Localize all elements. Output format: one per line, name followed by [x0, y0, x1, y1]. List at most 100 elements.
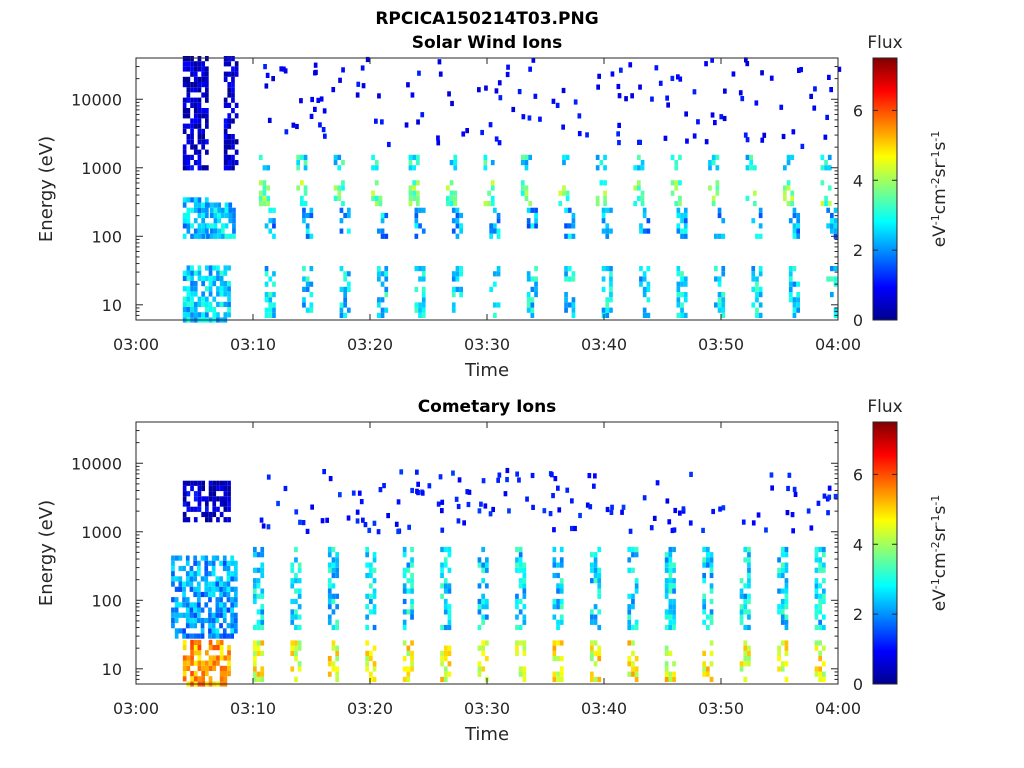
- flux-cell: [721, 292, 726, 298]
- flux-cell: [208, 275, 213, 281]
- flux-cell: [567, 302, 572, 308]
- flux-cell: [590, 645, 594, 651]
- flux-cell: [485, 557, 489, 563]
- flux-cell: [226, 586, 231, 592]
- flux-cell: [193, 66, 198, 72]
- flux-cell: [171, 576, 175, 582]
- flux-cell: [638, 84, 642, 90]
- flux-cell: [418, 266, 422, 272]
- flux-cell: [477, 671, 482, 677]
- flux-cell: [193, 218, 198, 224]
- flux-cell: [447, 624, 452, 631]
- flux-cell: [418, 207, 422, 213]
- flux-cell: [305, 223, 310, 229]
- flux-cell: [601, 212, 606, 219]
- flux-cell: [634, 671, 639, 677]
- flux-cell: [747, 552, 751, 558]
- colorbar-scale: [872, 57, 898, 321]
- flux-cell: [518, 567, 523, 573]
- flux-cell: [227, 154, 232, 160]
- flux-cell: [565, 190, 570, 196]
- flux-cell: [522, 640, 527, 646]
- flux-cell: [234, 586, 238, 592]
- flux-cell: [211, 591, 216, 598]
- flux-cell: [722, 115, 727, 122]
- flux-cell: [634, 588, 639, 594]
- flux-cell: [479, 501, 483, 507]
- flux-cell: [561, 124, 565, 130]
- flux-cell: [571, 223, 576, 229]
- flux-cell: [216, 506, 220, 512]
- flux-cell: [814, 567, 819, 573]
- flux-cell: [806, 508, 811, 514]
- flux-cell: [343, 271, 347, 277]
- flux-cell: [227, 118, 232, 124]
- flux-cell: [721, 307, 726, 313]
- flux-cell: [171, 555, 175, 561]
- flux-cell: [745, 195, 750, 201]
- flux-cell: [646, 286, 651, 292]
- flux-cell: [596, 84, 600, 90]
- flux-cell: [302, 266, 306, 272]
- flux-cell: [797, 67, 801, 73]
- flux-cell: [559, 656, 564, 662]
- flux-cell: [822, 671, 826, 677]
- flux-cell: [796, 233, 800, 239]
- flux-cell: [219, 676, 224, 682]
- flux-cell: [174, 628, 179, 634]
- flux-cell: [785, 510, 790, 516]
- flux-cell: [477, 666, 482, 672]
- flux-cell: [527, 115, 532, 121]
- flux-cell: [182, 66, 187, 72]
- flux-cell: [327, 598, 332, 605]
- flux-cell: [416, 490, 420, 496]
- flux-cell: [784, 588, 789, 594]
- flux-cell: [702, 557, 706, 563]
- flux-cell: [827, 165, 832, 171]
- flux-cell: [587, 473, 592, 479]
- flux-cell: [717, 276, 722, 282]
- flux-cell: [488, 122, 493, 128]
- flux-cell: [335, 604, 339, 610]
- flux-cell: [182, 602, 186, 608]
- flux-cell: [493, 281, 497, 287]
- flux-cell: [552, 640, 557, 646]
- flux-cell: [327, 661, 332, 667]
- flux-cell: [219, 655, 224, 661]
- flux-cell: [302, 302, 306, 308]
- flux-cell: [215, 617, 220, 624]
- flux-cell: [410, 578, 414, 584]
- flux-cell: [534, 286, 538, 292]
- flux-cell: [384, 266, 389, 272]
- flux-cell: [447, 91, 451, 97]
- flux-cell: [522, 676, 527, 682]
- x-tick-label: 03:30: [464, 699, 510, 718]
- flux-cell: [223, 671, 228, 677]
- flux-cell: [253, 676, 257, 682]
- flux-cell: [715, 154, 720, 160]
- flux-cell: [818, 671, 822, 677]
- flux-cell: [564, 207, 568, 213]
- flux-cell: [201, 281, 205, 287]
- flux-cell: [227, 485, 231, 492]
- flux-cell: [208, 291, 213, 297]
- flux-cell: [186, 480, 191, 486]
- flux-cell: [559, 557, 564, 563]
- flux-cell: [672, 609, 676, 615]
- flux-cell: [443, 583, 448, 589]
- flux-cell: [253, 552, 257, 558]
- flux-cell: [484, 85, 488, 91]
- flux-cell: [205, 228, 209, 234]
- flux-cell: [593, 619, 598, 625]
- flux-cell: [204, 581, 209, 587]
- flux-cell: [418, 276, 422, 282]
- flux-cell: [339, 302, 344, 308]
- flux-cell: [197, 113, 202, 119]
- flux-cell: [593, 572, 598, 579]
- flux-cell: [477, 87, 481, 93]
- flux-cell: [702, 609, 706, 615]
- flux-cell: [290, 614, 295, 620]
- flux-cell: [182, 154, 187, 160]
- flux-cell: [296, 154, 300, 160]
- flux-cell: [226, 560, 231, 566]
